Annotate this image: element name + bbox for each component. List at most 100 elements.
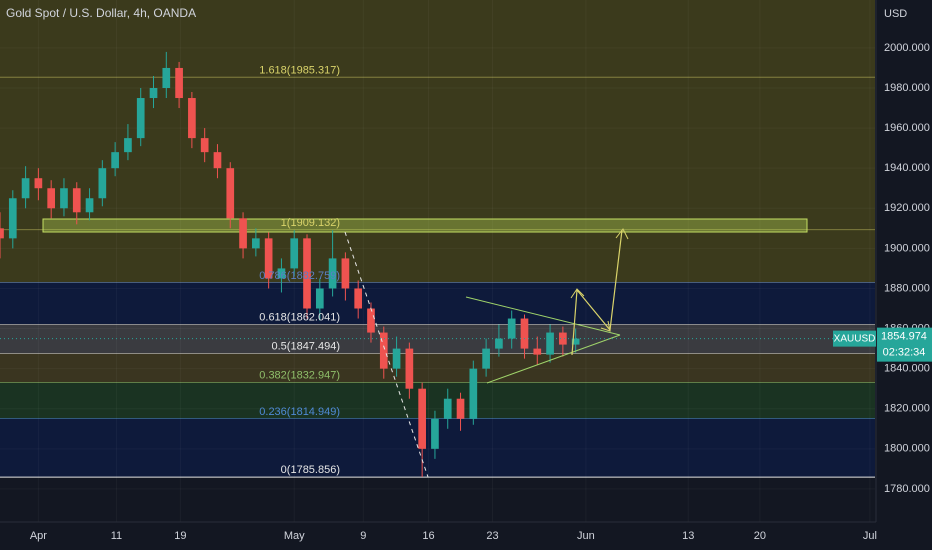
fib-zone [0,77,875,231]
fib-zone [0,353,875,383]
candle-body [290,238,299,269]
candle-body [200,138,209,153]
fib-label: 0.786(1882.759) [259,270,340,282]
candle-body [188,98,196,139]
fib-zone [0,382,875,419]
candle-body [379,332,388,369]
candle-body [175,67,183,99]
candle-body [136,98,145,139]
candle-body [546,332,554,355]
candle-body [111,152,119,169]
fib-label: 0.5(1847.494) [272,341,341,353]
candle-body [21,178,30,199]
y-tick-label: 1980.000 [884,82,930,94]
fib-zones [0,0,875,478]
y-tick-label: 1800.000 [884,443,930,455]
x-tick-label: May [284,530,305,542]
price-tag [877,327,932,362]
arrow-head [615,228,629,240]
price-label: 1854.974 [881,331,927,343]
x-tick-label: 13 [682,530,694,542]
x-tick-label: Jul [863,530,877,542]
candle-body [315,288,324,309]
candle-body [507,318,516,339]
y-tick-label: 1780.000 [884,483,930,495]
x-tick-label: 11 [111,530,122,542]
candle-body [264,238,273,279]
axis-unit: USD [884,8,907,20]
candle-body [85,198,94,213]
resistance-zone [42,218,808,233]
arrow-head [600,320,611,332]
x-tick-label: Apr [30,530,47,542]
candle-body [60,188,68,209]
candle-body [328,258,337,289]
triangle-upper [465,296,621,336]
candle-body [431,418,439,449]
candle-body [469,368,478,419]
price-axis [876,0,932,522]
x-tick-label: 9 [360,530,366,542]
candle-body [47,188,56,209]
y-tick-label: 2000.000 [884,42,930,54]
x-tick-label: 19 [174,530,186,542]
candle-body [72,188,81,213]
candle-body [367,308,375,333]
fib-label: 1.618(1985.317) [259,64,340,76]
candle-body [252,238,260,249]
candle-body [98,168,107,199]
candle-body [213,152,222,169]
candle-body [482,348,490,369]
chart-title: Gold Spot / U.S. Dollar, 4h, OANDA [6,6,196,20]
fib-labels: 1.618(1985.317) 1(1909.132) 0.786(1882.759… [259,64,340,476]
candle-body [392,348,401,369]
drawings [344,228,629,478]
candle-body [443,398,452,419]
x-tick-label: Jun [577,530,595,542]
candle-body [0,228,4,239]
x-tick-label: 20 [754,530,766,542]
candle-body [239,218,247,249]
fib-zone [0,282,875,325]
candle-body [341,258,350,289]
symbol-label: XAUUSD [834,333,876,344]
fib-label: 0(1785.856) [281,464,340,476]
candle-body [277,268,286,279]
candle-body [571,338,580,345]
y-tick-label: 1940.000 [884,162,930,174]
arrow-head [570,288,585,299]
y-tick-label: 1900.000 [884,242,930,254]
y-tick-label: 1960.000 [884,122,930,134]
candle-body [8,198,17,239]
triangle-lower [486,334,621,384]
y-tick-label: 1920.000 [884,202,930,214]
swing-line [344,231,429,478]
fib-zone [0,0,875,78]
countdown-label: 02:32:34 [883,347,926,359]
fib-label: 0.618(1862.041) [259,311,340,323]
x-tick-label: 23 [486,530,498,542]
candle-body [495,338,503,349]
candle-body [354,288,363,309]
candle-body [520,318,529,349]
candle-body [559,332,567,345]
candle-body [162,67,171,89]
candles [0,51,580,477]
fib-label: 1(1909.132) [281,217,340,229]
x-tick-label: 16 [422,530,434,542]
candle-body [34,178,43,189]
y-tick-label: 1840.000 [884,363,930,375]
axes: 1780.0001800.0001820.0001840.0001860.000… [30,42,930,542]
candle-body [303,238,311,309]
candle-body [124,138,132,153]
fib-label: 0.382(1832.947) [259,370,340,382]
time-axis [0,522,932,550]
fib-zone [0,230,875,283]
fib-label: 0.236(1814.949) [259,406,340,418]
symbol-tag [833,330,876,347]
fib-zone [0,324,875,354]
candle-body [405,348,414,389]
candle-body [456,398,465,419]
candle-body [418,388,426,449]
